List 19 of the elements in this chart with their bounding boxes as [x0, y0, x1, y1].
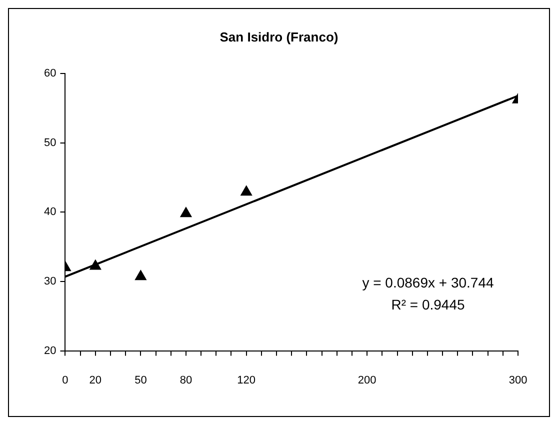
x-tick-label: 0 — [62, 374, 68, 386]
point — [135, 270, 146, 280]
chart-title: San Isidro (Franco) — [220, 29, 338, 44]
y-tick-label: 60 — [44, 68, 56, 80]
y-tick-label: 50 — [44, 136, 56, 149]
x-tick-label: 20 — [89, 374, 102, 386]
x-tick-label: 120 — [237, 374, 256, 386]
y-tick-label: 40 — [44, 206, 56, 218]
point — [240, 186, 252, 196]
x-tick-label: 300 — [508, 374, 528, 386]
point — [90, 260, 102, 270]
x-tick-label: 80 — [180, 374, 192, 386]
annotation: R² = 0.9445 — [391, 296, 465, 313]
y-tick-label: 20 — [44, 344, 56, 357]
x-tick-label: 50 — [134, 374, 147, 386]
y-tick-label: 30 — [44, 276, 56, 288]
annotation: y = 0.0869x + 30.744 — [362, 274, 494, 291]
x-tick-label: 200 — [358, 374, 376, 386]
point — [180, 207, 192, 218]
